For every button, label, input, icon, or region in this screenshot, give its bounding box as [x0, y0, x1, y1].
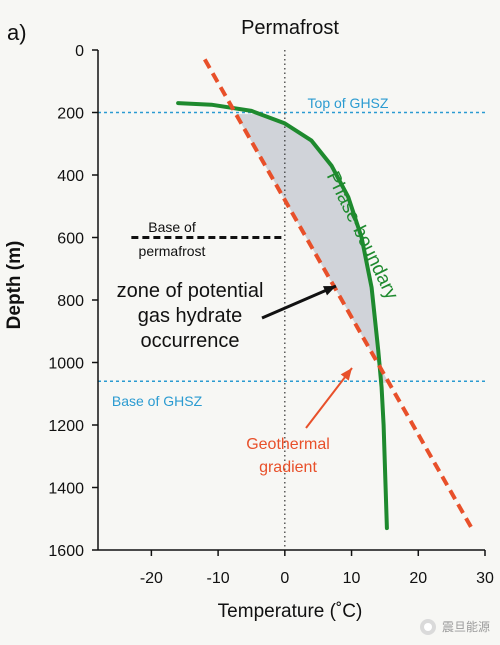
y-tick-label: 200: [57, 106, 84, 123]
x-tick-label: -10: [207, 570, 230, 587]
geothermal-gradient-line: [203, 58, 474, 530]
y-tick-label: 1000: [48, 356, 84, 373]
x-tick-label: 0: [280, 570, 289, 587]
chart-title: Permafrost: [241, 17, 339, 39]
watermark-text: 震旦能源: [441, 620, 490, 634]
geothermal-label-1: Geothermal: [246, 436, 330, 453]
hydrate-zone-area: [235, 114, 389, 383]
plot-area: 0 200 400 600 800 1000 1200 1400 1600 -20 -10 0 10 20…: [48, 43, 494, 587]
y-tick-label: 1200: [48, 418, 84, 435]
x-tick-label: -20: [140, 570, 163, 587]
ref-label-base: Base of GHSZ: [112, 393, 203, 409]
phase-boundary-line: [176, 101, 389, 531]
geothermal-arrow: [305, 367, 353, 429]
zone-arrow: [261, 284, 337, 320]
y-tick-label: 600: [57, 231, 84, 248]
watermark: 震旦能源: [419, 618, 490, 635]
y-tick-label: 400: [57, 168, 84, 185]
base-permafrost-label-2: permafrost: [139, 243, 206, 259]
y-tick-label: 1600: [48, 543, 84, 560]
x-tick-label: 20: [409, 570, 427, 587]
y-axis-label: Depth (m): [4, 241, 25, 330]
y-tick-label: 0: [75, 43, 84, 60]
zone-label-3: occurrence: [141, 330, 240, 352]
zone-label-2: gas hydrate: [138, 305, 243, 327]
geothermal-arrow-head: [340, 368, 352, 381]
y-tick-label: 800: [57, 293, 84, 310]
panel-label: a): [7, 20, 27, 45]
x-tick-label: 10: [343, 570, 361, 587]
x-axis-label: Temperature (˚C): [218, 601, 363, 622]
base-permafrost-label-1: Base of: [148, 219, 196, 235]
zone-label-1: zone of potential: [117, 280, 264, 302]
y-tick-label: 1400: [48, 481, 84, 498]
wechat-icon: [419, 618, 436, 635]
ref-label-top: Top of GHSZ: [308, 95, 389, 111]
zone-arrow-head: [323, 286, 336, 296]
geothermal-label-2: gradient: [259, 459, 317, 476]
x-tick-label: 30: [476, 570, 494, 587]
